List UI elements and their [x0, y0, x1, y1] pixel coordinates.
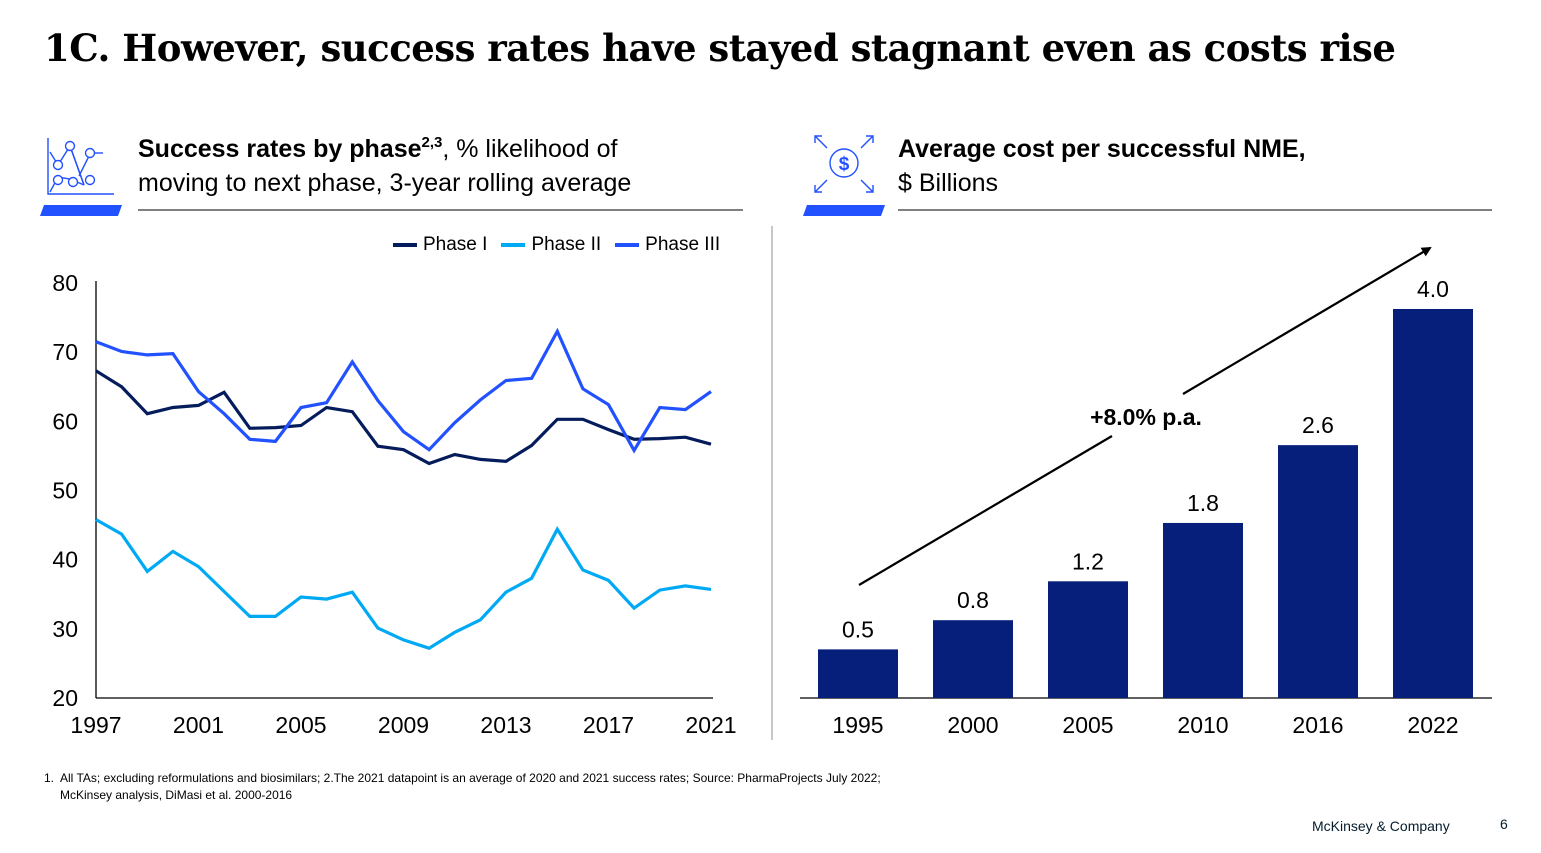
- bar-category-label: 2010: [1177, 712, 1228, 738]
- panel-divider: [771, 226, 773, 740]
- bar-category-label: 1995: [832, 712, 883, 738]
- right-panel-title-bold: Average cost per successful NME,: [898, 135, 1306, 163]
- legend-swatch: [393, 243, 417, 247]
- brand-name: McKinsey & Company: [1312, 818, 1450, 834]
- bar-category-label: 2005: [1062, 712, 1113, 738]
- bar-category-label: 2022: [1407, 712, 1458, 738]
- chart-legend: Phase I Phase II Phase III: [393, 234, 720, 256]
- legend-item-phase-2: Phase II: [501, 234, 601, 256]
- growth-annotation: +8.0% p.a.: [1090, 404, 1202, 430]
- bar: [1278, 445, 1358, 698]
- bar: [818, 649, 898, 698]
- footnote-number: 1.: [44, 771, 55, 785]
- x-tick-label: 1997: [70, 712, 121, 738]
- legend-swatch: [501, 243, 526, 247]
- y-tick-label: 40: [52, 547, 78, 573]
- legend-item-phase-3: Phase III: [615, 234, 720, 256]
- dollar-sign: $: [839, 154, 850, 175]
- bar: [1048, 581, 1128, 698]
- bar-data-label: 1.2: [1072, 548, 1104, 574]
- right-panel-subtitle: $ Billions: [898, 169, 999, 197]
- legend-label: Phase III: [645, 234, 721, 255]
- x-tick-label: 2001: [173, 712, 224, 738]
- growth-arrow-head: [1182, 246, 1432, 395]
- bar: [1393, 309, 1473, 698]
- x-tick-label: 2017: [583, 712, 634, 738]
- y-tick-label: 60: [52, 408, 78, 434]
- dollar-expand-icon: $: [805, 128, 883, 200]
- left-panel-title: Success rates by phase2,3, % likelihood …: [138, 132, 631, 200]
- series-line-phase-iii: [95, 327, 712, 454]
- left-panel-title-rest: , % likelihood of: [442, 135, 618, 163]
- footnote-line-1: All TAs; excluding reformulations and bi…: [60, 771, 881, 785]
- left-panel-title-bold: Success rates by phase: [138, 135, 422, 163]
- series-line-phase-ii: [95, 518, 712, 650]
- bar: [1163, 522, 1243, 698]
- y-tick-label: 20: [52, 685, 78, 711]
- bar-data-label: 0.8: [957, 587, 989, 613]
- y-tick-label: 70: [52, 339, 78, 365]
- legend-swatch: [615, 243, 640, 247]
- legend-label: Phase II: [531, 234, 602, 255]
- y-tick-label: 80: [52, 270, 78, 296]
- bar-data-label: 0.5: [842, 616, 874, 642]
- right-panel-rule: [898, 209, 1492, 211]
- footnote: 1. All TAs; excluding reformulations and …: [44, 770, 881, 804]
- left-panel-title-sup: 2,3: [421, 134, 443, 151]
- legend-item-phase-1: Phase I: [393, 234, 487, 256]
- x-tick-label: 2009: [378, 712, 429, 738]
- x-tick-label: 2021: [685, 712, 736, 738]
- footnote-line-2: McKinsey analysis, DiMasi et al. 2000-20…: [60, 788, 293, 802]
- y-tick-label: 30: [52, 616, 78, 642]
- left-panel-rule: [138, 209, 743, 211]
- line-chart-icon: [44, 134, 116, 204]
- x-tick-label: 2005: [275, 712, 326, 738]
- slide-title: 1C. However, success rates have stayed s…: [44, 26, 1396, 70]
- bar-data-label: 2.6: [1302, 412, 1334, 438]
- left-panel-subtitle: moving to next phase, 3-year rolling ave…: [138, 169, 632, 197]
- growth-arrow-tail: [858, 435, 1113, 586]
- bar-chart: 0.5 1995 0.8 2000 1.2 2005 1.8 2010 2.6 2016 4.0 20…: [800, 246, 1492, 738]
- legend-label: Phase I: [423, 234, 488, 255]
- bar-data-label: 4.0: [1417, 276, 1449, 302]
- y-tick-label: 50: [52, 478, 78, 504]
- bar: [933, 620, 1013, 698]
- page-number: 6: [1500, 816, 1508, 832]
- bar-data-label: 1.8: [1187, 490, 1219, 516]
- series-line-phase-i: [95, 369, 712, 466]
- x-tick-label: 2013: [480, 712, 531, 738]
- bar-category-label: 2016: [1292, 712, 1343, 738]
- bar-category-label: 2000: [947, 712, 998, 738]
- right-panel-title: Average cost per successful NME, $ Billi…: [898, 132, 1306, 200]
